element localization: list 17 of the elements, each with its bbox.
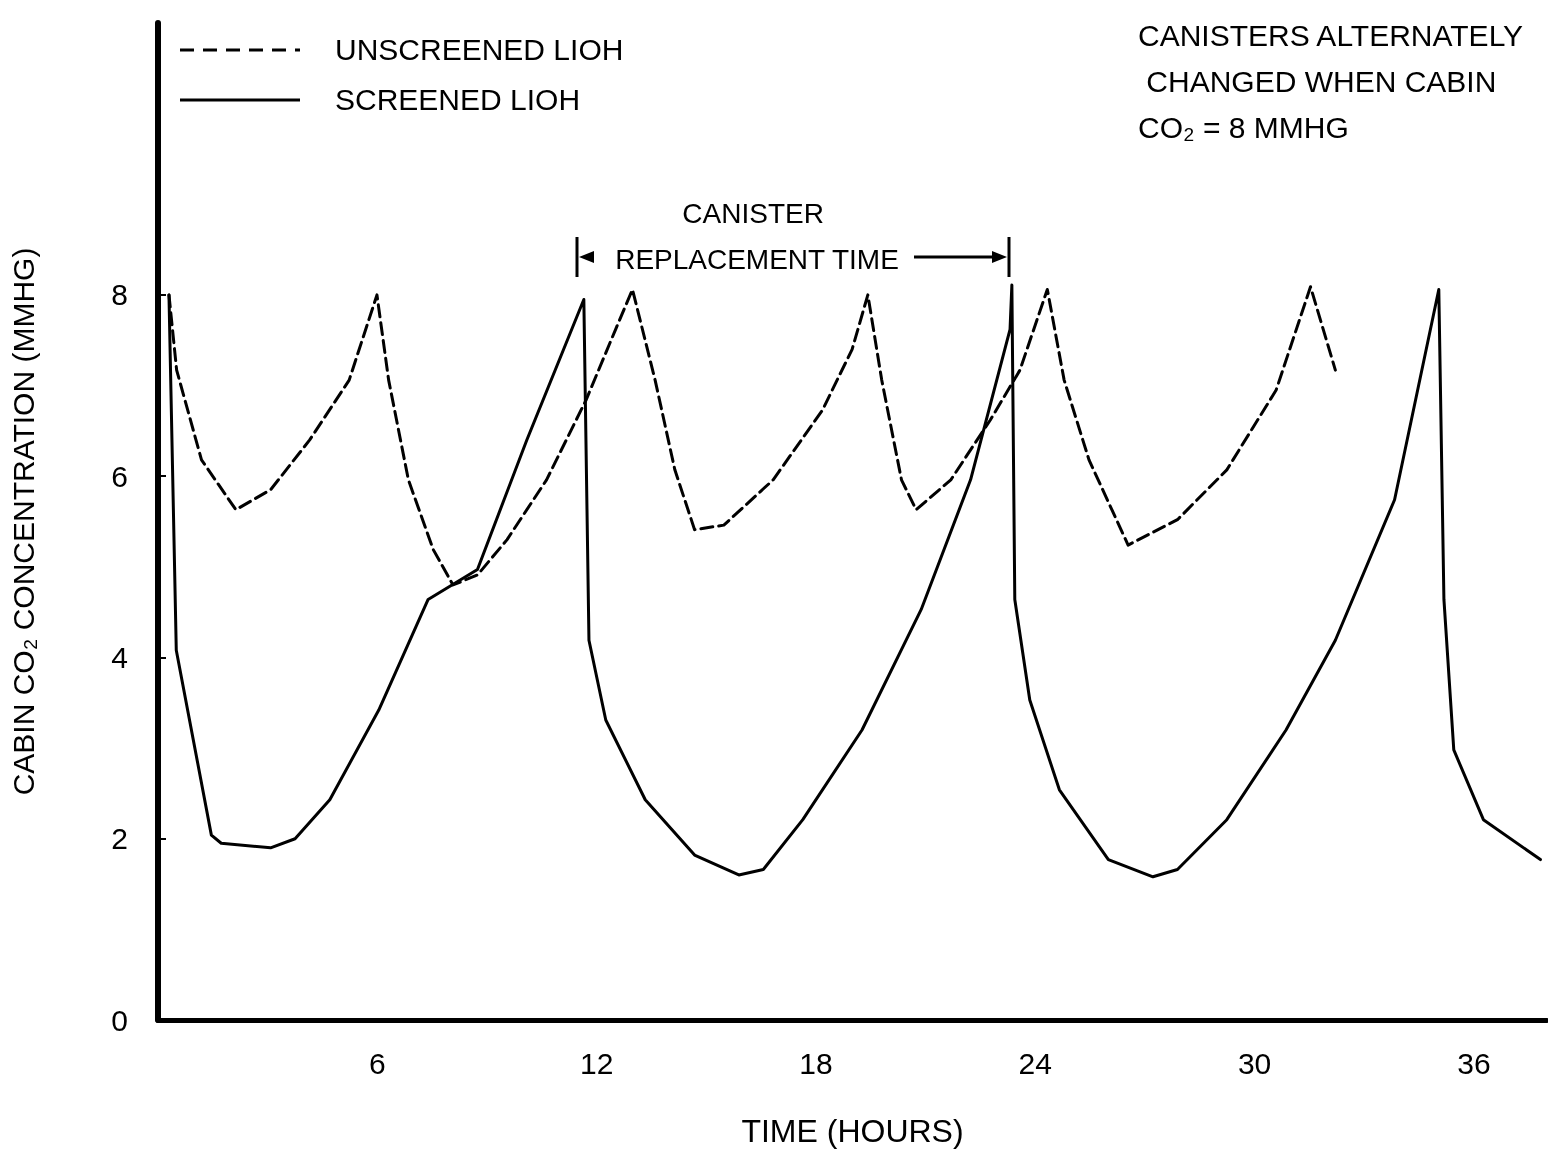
y-tick-label: 4	[111, 640, 128, 674]
y-tick-label: 6	[111, 459, 128, 493]
x-tick-label: 36	[1457, 1046, 1491, 1080]
x-tick-label: 24	[1018, 1046, 1052, 1080]
annotation: CANISTERS ALTERNATELY CHANGED WHEN CABIN CO₂ = 8 MMHG	[1138, 18, 1524, 144]
x-tick-label: 18	[799, 1046, 833, 1080]
y-tick-label: 0	[111, 1003, 128, 1037]
x-tick-label: 12	[579, 1046, 614, 1080]
x-tick-label: 30	[1237, 1046, 1272, 1080]
x-axis-title: TIME (HOURS)	[741, 1113, 964, 1149]
y-axis-title: CABIN CO₂ CONCENTRATION (MMHG)	[6, 247, 40, 796]
x-tick-label: 6	[368, 1046, 386, 1080]
y-tick-label: 8	[111, 278, 128, 312]
y-tick-label: 2	[111, 822, 128, 856]
annotation: CANISTER REPLACEMENT TIME	[615, 197, 899, 275]
legend-label: UNSCREENED LIOH	[335, 32, 624, 66]
legend-label: SCREENED LIOH	[335, 82, 581, 116]
